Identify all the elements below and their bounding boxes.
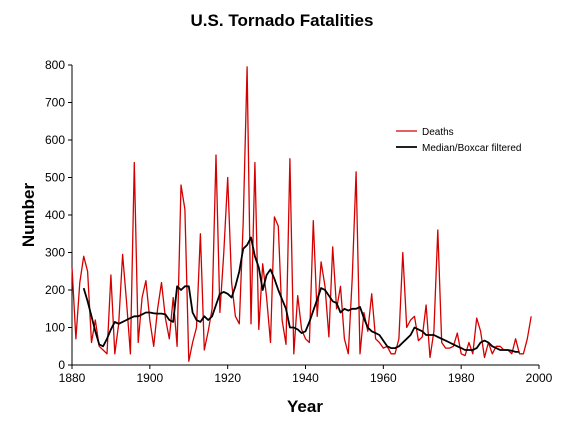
median-boxcar-series-line [82,236,520,353]
x-tick-label: 1920 [214,371,241,385]
legend: Deaths Median/Boxcar filtered [396,127,522,154]
plot-axes: 0 100 200 300 400 500 600 700 800 1880 1900 1920 194… [45,58,553,385]
y-tick-label: 400 [45,208,65,222]
x-tick-label: 1960 [370,371,397,385]
y-tick-label: 600 [45,133,65,147]
series-layer [71,66,532,362]
chart-title: U.S. Tornado Fatalities [191,11,374,30]
legend-label-median: Median/Boxcar filtered [422,143,522,154]
y-tick-label: 300 [45,246,65,260]
y-tick-label: 800 [45,58,65,72]
y-tick-label: 700 [45,96,65,110]
y-tick-label: 0 [58,358,65,372]
x-tick-label: 1940 [292,371,319,385]
x-tick-label: 2000 [526,371,553,385]
x-tick-label: 1880 [59,371,86,385]
y-tick-label: 100 [45,321,65,335]
x-axis-label: Year [287,397,323,416]
x-tick-label: 1900 [136,371,163,385]
x-tick-label: 1980 [448,371,475,385]
y-tick-label: 200 [45,283,65,297]
deaths-series-line [71,66,532,362]
legend-label-deaths: Deaths [422,127,454,138]
y-axis-label: Number [19,183,38,248]
y-tick-label: 500 [45,171,65,185]
